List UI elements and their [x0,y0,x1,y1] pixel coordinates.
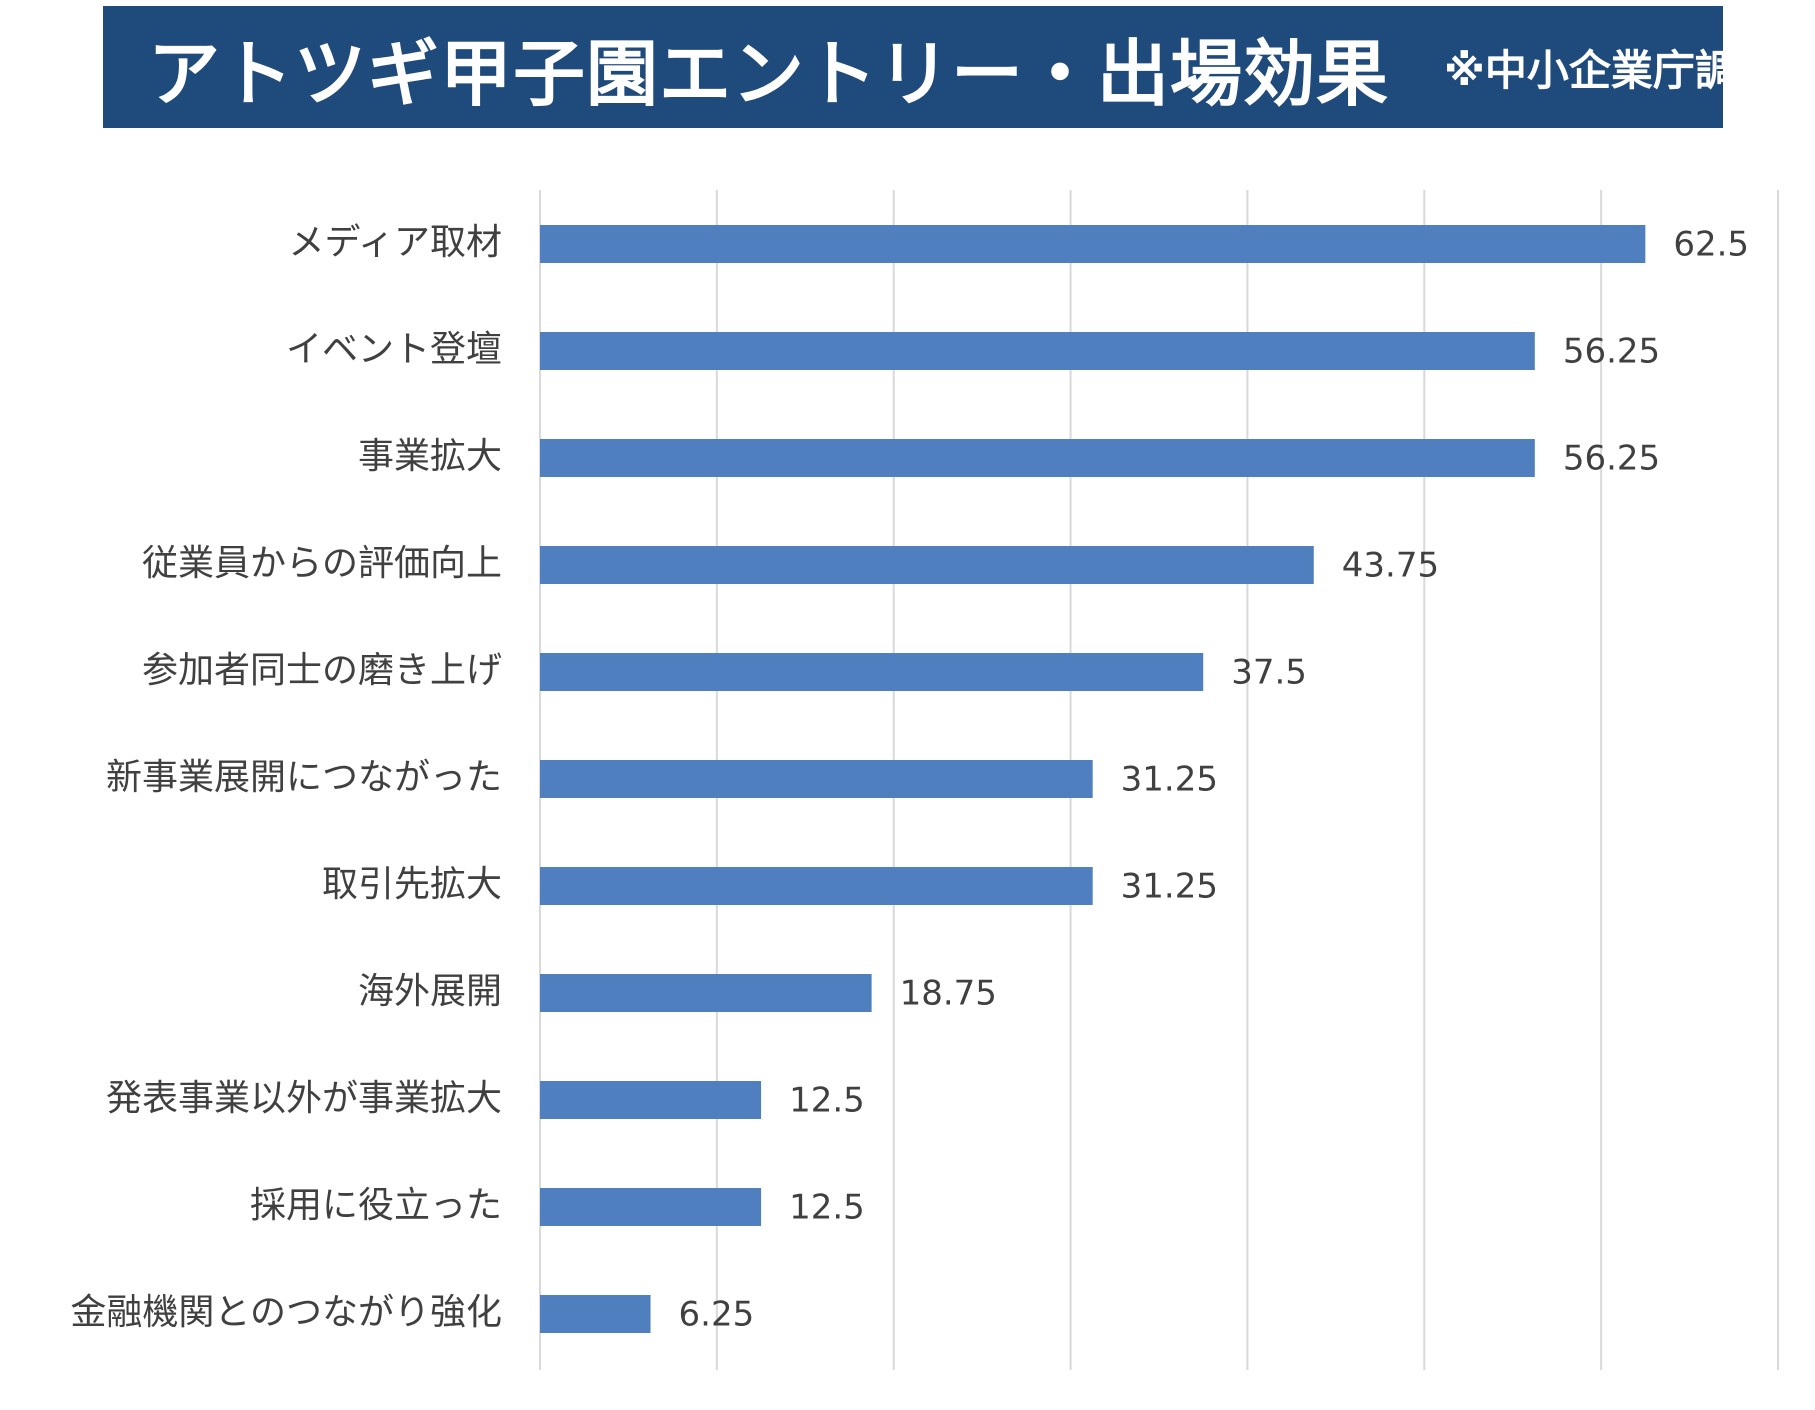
category-label: 発表事業以外が事業拡大 [106,1078,502,1119]
category-label: 従業員からの評価向上 [142,543,502,584]
data-label: 62.5 [1673,225,1749,265]
data-label: 43.75 [1342,546,1439,586]
data-label: 12.5 [789,1081,865,1121]
category-label: 新事業展開につながった [106,757,502,798]
title-banner: アトツギ甲子園エントリー・出場効果 ※中小企業庁調べ [103,6,1779,128]
bar [540,653,1204,691]
data-label: 56.25 [1563,332,1660,372]
data-label: 6.25 [679,1295,755,1335]
bar [540,1081,762,1119]
bar [540,332,1535,370]
category-label: 海外展開 [358,971,502,1012]
category-label: 事業拡大 [358,436,502,477]
data-label: 12.5 [789,1188,865,1228]
chart-title: アトツギ甲子園エントリー・出場効果 [148,31,1390,116]
data-label: 37.5 [1231,653,1307,693]
category-label: 参加者同士の磨き上げ [142,650,502,691]
bar [540,974,872,1012]
category-label: 採用に役立った [250,1185,502,1226]
bar [540,225,1646,263]
category-label: メディア取材 [289,222,502,263]
bar [540,867,1093,905]
data-label: 56.25 [1563,439,1660,479]
category-label: 取引先拡大 [322,864,502,905]
bar [540,546,1314,584]
bar [540,1188,762,1226]
data-label: 31.25 [1121,760,1218,800]
bar [540,439,1535,477]
bar [540,760,1093,798]
data-label: 18.75 [900,974,997,1014]
category-label: 金融機関とのつながり強化 [70,1292,502,1333]
source-note: ※中小企業庁調べ [1444,45,1779,95]
bar [540,1295,651,1333]
category-label: イベント登壇 [286,329,502,370]
data-label: 31.25 [1121,867,1218,907]
